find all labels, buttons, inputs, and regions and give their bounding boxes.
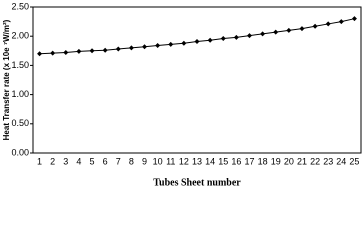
- x-tick-label: 20: [284, 156, 294, 166]
- data-point: [260, 31, 266, 37]
- x-tick-label: 12: [179, 156, 189, 166]
- x-tick-label: 8: [129, 156, 134, 166]
- x-tick-label: 7: [116, 156, 121, 166]
- y-axis-title: Heat Transfer rate (x 10e ⁷W/m²): [2, 19, 11, 140]
- x-tick-label: 25: [349, 156, 359, 166]
- x-tick-label: 10: [153, 156, 163, 166]
- plot-frame: [32, 6, 362, 154]
- data-point: [155, 43, 161, 49]
- data-point: [102, 47, 108, 53]
- x-tick-label: 1: [37, 156, 42, 166]
- data-point: [220, 36, 226, 42]
- data-point: [351, 16, 357, 22]
- data-point: [312, 23, 318, 29]
- data-point: [168, 41, 174, 47]
- x-tick-label: 18: [258, 156, 268, 166]
- y-tick-label: 1.00: [11, 89, 29, 99]
- data-point: [181, 40, 187, 46]
- x-tick-label: 5: [90, 156, 95, 166]
- data-point: [273, 29, 279, 35]
- data-point: [338, 19, 344, 25]
- data-point: [325, 21, 331, 27]
- x-tick-label: 14: [205, 156, 215, 166]
- y-tick-label: 2.50: [11, 1, 29, 11]
- x-tick-label: 6: [103, 156, 108, 166]
- data-point: [37, 51, 43, 57]
- data-point: [286, 27, 292, 33]
- data-point: [76, 48, 82, 54]
- y-tick-label: 0.00: [11, 147, 29, 157]
- data-point: [194, 38, 200, 44]
- data-point: [89, 48, 95, 54]
- data-point: [63, 50, 69, 56]
- data-point: [50, 50, 56, 56]
- x-tick-label: 2: [50, 156, 55, 166]
- line-series: [39, 18, 355, 55]
- y-tick-label: 1.50: [11, 60, 29, 70]
- x-tick-label: 24: [336, 156, 346, 166]
- x-tick-label: 16: [231, 156, 241, 166]
- x-tick-label: 13: [192, 156, 202, 166]
- data-point: [246, 33, 252, 39]
- chart: Tubes Sheet number Heat Transfer rate (x…: [2, 1, 362, 188]
- x-axis-title: Tubes Sheet number: [153, 177, 241, 188]
- x-tick-label: 3: [63, 156, 68, 166]
- x-tick-label: 15: [218, 156, 228, 166]
- data-point: [115, 46, 121, 52]
- x-tick-label: 9: [142, 156, 147, 166]
- y-tick-label: 2.00: [11, 31, 29, 41]
- x-tick-label: 4: [76, 156, 81, 166]
- x-tick-label: 21: [297, 156, 307, 166]
- x-tick-label: 22: [310, 156, 320, 166]
- x-tick-label: 17: [244, 156, 254, 166]
- x-tick-label: 11: [166, 156, 175, 166]
- data-point: [299, 26, 305, 32]
- x-tick-label: 23: [323, 156, 333, 166]
- data-point: [142, 44, 148, 50]
- y-tick-label: 0.50: [11, 118, 29, 128]
- data-point: [207, 37, 213, 43]
- x-tick-label: 19: [271, 156, 281, 166]
- data-point: [233, 34, 239, 40]
- data-point: [128, 45, 134, 51]
